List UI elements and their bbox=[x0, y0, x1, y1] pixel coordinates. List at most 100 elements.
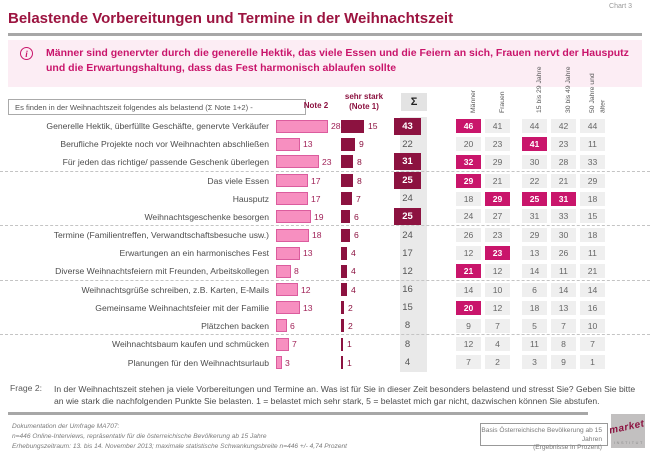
note1-bar-zone: 2 bbox=[341, 319, 394, 333]
demo-cell: 18 bbox=[522, 300, 547, 315]
sum-cell: 24 bbox=[402, 193, 413, 205]
documentation-text: Dokumentation der Umfrage MA707: n=446 O… bbox=[12, 423, 347, 450]
demo-cell: 24 bbox=[456, 209, 481, 224]
column-header-30-49: 30 bis 49 Jahre bbox=[565, 66, 573, 113]
demo-cell: 12 bbox=[456, 246, 481, 261]
note1-value: 6 bbox=[354, 230, 359, 241]
note1-bar bbox=[341, 264, 347, 278]
table-row: Generelle Hektik, überfüllte Geschäfte, … bbox=[0, 117, 650, 135]
demo-cell: 10 bbox=[580, 318, 605, 333]
demo-cell: 27 bbox=[485, 209, 510, 224]
note1-bar-zone: 4 bbox=[341, 264, 394, 278]
demo-cell: 33 bbox=[580, 154, 605, 169]
note1-value: 6 bbox=[354, 211, 359, 222]
note2-value: 13 bbox=[303, 248, 313, 259]
demo-cell: 29 bbox=[485, 154, 510, 169]
demo-cell: 21 bbox=[456, 264, 481, 278]
row-label: Gemeinsame Weihnachtsfeier mit der Famil… bbox=[95, 302, 269, 313]
demo-cells: 24 27 31 33 15 bbox=[421, 207, 644, 225]
demo-cell: 10 bbox=[485, 282, 510, 297]
demo-cells: 20 12 18 13 16 bbox=[421, 299, 644, 317]
table-row: Weihnachtsgeschenke besorgen 19 6 25 24 2… bbox=[0, 207, 650, 227]
note2-value: 13 bbox=[303, 302, 313, 313]
demo-cell: 7 bbox=[551, 318, 576, 333]
demo-cell: 21 bbox=[485, 173, 510, 188]
row-label: Berufliche Projekte noch vor Weihnachten… bbox=[60, 139, 269, 150]
demo-cell: 25 bbox=[522, 191, 547, 206]
sum-cell: 43 bbox=[394, 117, 421, 135]
demo-cell: 41 bbox=[522, 137, 547, 152]
note1-value: 4 bbox=[351, 284, 356, 295]
table-row: Erwartungen an ein harmonisches Fest 13 … bbox=[0, 244, 650, 262]
table-row: Termine (Familientreffen, Verwandtschaft… bbox=[0, 226, 650, 244]
demo-cell: 12 bbox=[485, 300, 510, 315]
demo-cell: 13 bbox=[522, 246, 547, 261]
note2-bar bbox=[276, 192, 308, 206]
note1-bar bbox=[341, 301, 344, 315]
note2-bar bbox=[276, 155, 319, 169]
note2-value: 19 bbox=[314, 211, 324, 222]
demo-cell: 21 bbox=[580, 264, 605, 278]
note1-bar bbox=[341, 337, 343, 351]
table-row: Planungen für den Weihnachtsurlaub 3 1 4… bbox=[0, 353, 650, 371]
row-label: Hausputz bbox=[232, 193, 269, 204]
demo-cell: 31 bbox=[551, 191, 576, 206]
note1-value: 1 bbox=[347, 357, 352, 368]
note2-bar-zone: 6 bbox=[276, 319, 341, 333]
demo-cell: 29 bbox=[485, 191, 510, 206]
note2-bar bbox=[276, 174, 308, 188]
row-label: Termine (Familientreffen, Verwandtschaft… bbox=[53, 230, 269, 241]
demo-cell: 5 bbox=[522, 318, 547, 333]
row-label: Weihnachtsgeschenke besorgen bbox=[144, 211, 269, 222]
demo-cell: 23 bbox=[551, 137, 576, 152]
table-row: Plätzchen backen 6 2 8 9 7 5 7 10 bbox=[0, 317, 650, 336]
note2-bar bbox=[276, 210, 311, 224]
note2-bar bbox=[276, 228, 309, 242]
note1-bar bbox=[341, 174, 353, 188]
note1-bar bbox=[341, 192, 352, 206]
demo-cell: 11 bbox=[580, 137, 605, 152]
demo-cell: 33 bbox=[551, 209, 576, 224]
legend-note2: Note 2 bbox=[303, 101, 329, 110]
demo-cell: 28 bbox=[551, 154, 576, 169]
note1-bar-zone: 4 bbox=[341, 246, 394, 260]
note2-bar bbox=[276, 246, 300, 260]
table-row: Das viele Essen 17 8 25 29 21 22 21 29 bbox=[0, 172, 650, 190]
note1-value: 4 bbox=[351, 266, 356, 277]
column-header-maenner: Männer bbox=[470, 89, 478, 113]
market-institut-logo: market institut bbox=[608, 414, 646, 448]
note1-bar bbox=[341, 119, 364, 133]
note1-value: 15 bbox=[368, 121, 378, 132]
demo-cells: 14 10 6 14 14 bbox=[421, 281, 644, 299]
row-label: Generelle Hektik, überfüllte Geschäfte, … bbox=[46, 121, 269, 132]
note2-value: 8 bbox=[294, 266, 299, 277]
sum-cell: 24 bbox=[402, 229, 413, 241]
demo-cell: 7 bbox=[485, 318, 510, 333]
demo-cell: 15 bbox=[580, 209, 605, 224]
title-separator bbox=[8, 33, 642, 36]
demo-cells: 9 7 5 7 10 bbox=[421, 317, 644, 335]
note1-bar bbox=[341, 155, 353, 169]
note1-bar-zone: 7 bbox=[341, 192, 394, 206]
demo-cell: 9 bbox=[551, 355, 576, 370]
row-label: Für jeden das richtige/ passende Geschen… bbox=[62, 156, 269, 167]
note1-bar-zone: 6 bbox=[341, 228, 394, 242]
note2-bar bbox=[276, 301, 300, 315]
note2-value: 23 bbox=[322, 156, 332, 167]
sum-cell: 17 bbox=[402, 247, 413, 259]
row-label: Plätzchen backen bbox=[201, 320, 269, 331]
note2-bar bbox=[276, 337, 289, 351]
note2-bar-zone: 13 bbox=[276, 246, 341, 260]
demo-cell: 1 bbox=[580, 355, 605, 370]
note1-bar-zone: 4 bbox=[341, 283, 394, 297]
demo-cell: 44 bbox=[580, 119, 605, 133]
insight-text: Männer sind genervter durch die generell… bbox=[46, 47, 629, 75]
note2-bar-zone: 13 bbox=[276, 301, 341, 315]
demo-cell: 23 bbox=[485, 228, 510, 243]
demo-cell: 26 bbox=[551, 246, 576, 261]
demo-cell: 14 bbox=[522, 264, 547, 278]
table-row: Hausputz 17 7 24 18 29 25 31 18 bbox=[0, 190, 650, 208]
row-label: Weihnachtsgrüße schreiben, z.B. Karten, … bbox=[81, 284, 269, 295]
note1-bar-zone: 8 bbox=[341, 155, 394, 169]
demo-cell: 7 bbox=[580, 337, 605, 352]
